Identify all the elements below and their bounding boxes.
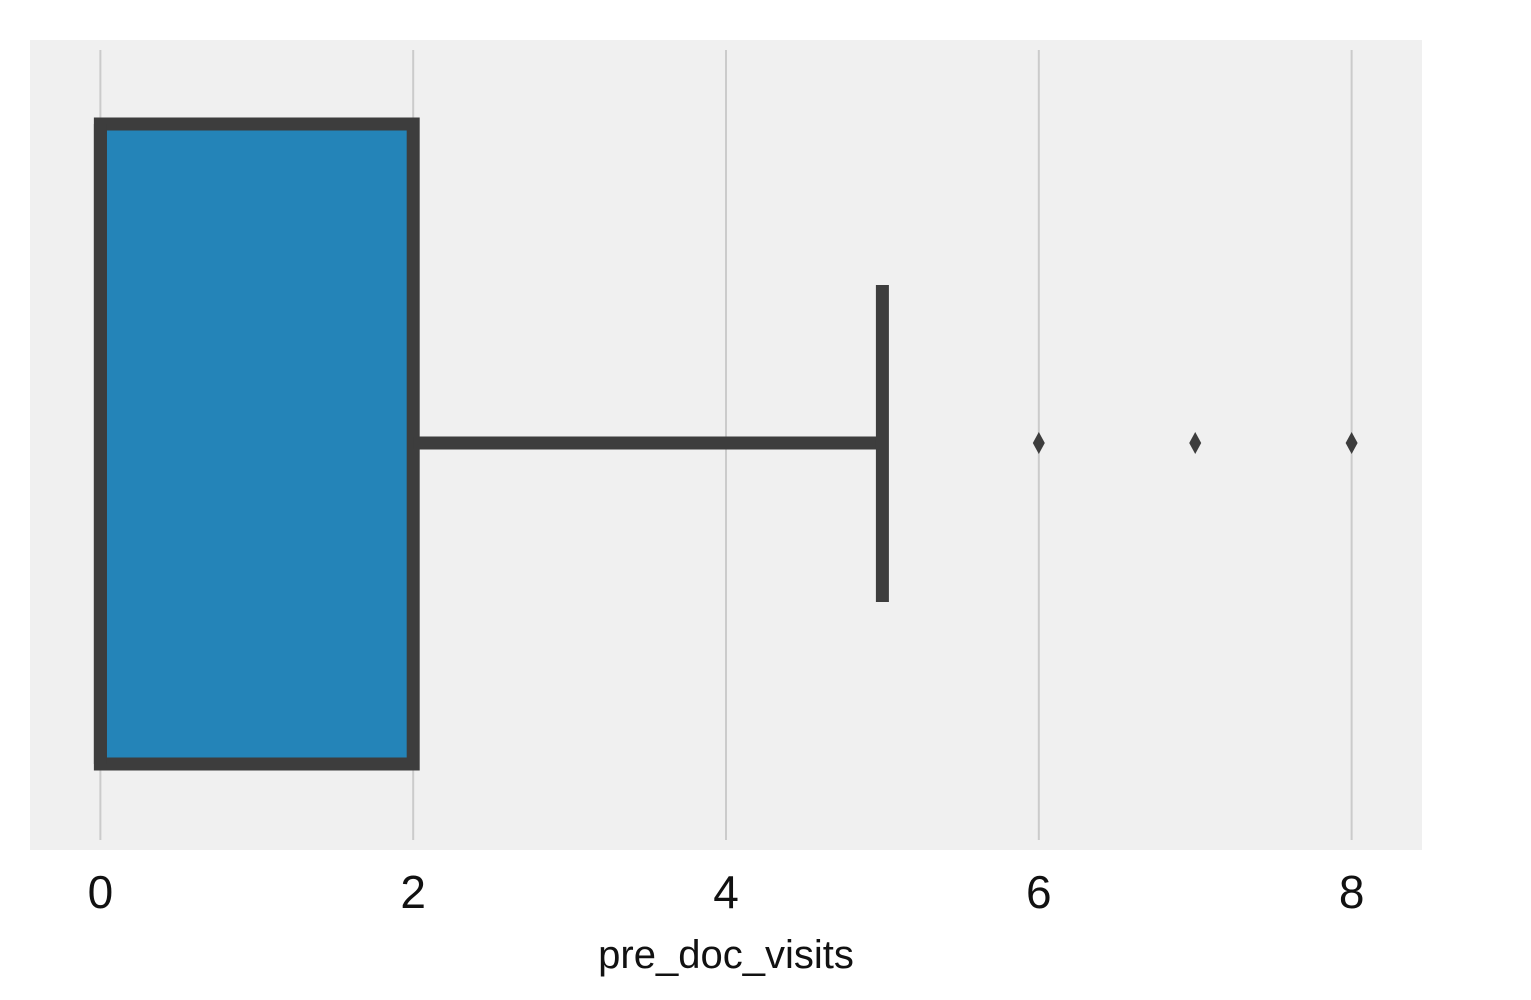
x-tick-label: 6: [1026, 866, 1052, 918]
x-tick-labels: 0 2 4 6 8: [88, 866, 1365, 918]
x-tick-label: 8: [1339, 866, 1365, 918]
x-axis-title: pre_doc_visits: [598, 933, 854, 977]
x-tick-label: 4: [713, 866, 739, 918]
x-tick-label: 0: [88, 866, 114, 918]
outlier-point: [1345, 432, 1358, 454]
outlier-point: [1189, 432, 1202, 454]
box-plot: [93, 117, 1358, 771]
outlier-point: [1032, 432, 1045, 454]
x-tick-label: 2: [400, 866, 426, 918]
box-iqr: [93, 117, 420, 771]
